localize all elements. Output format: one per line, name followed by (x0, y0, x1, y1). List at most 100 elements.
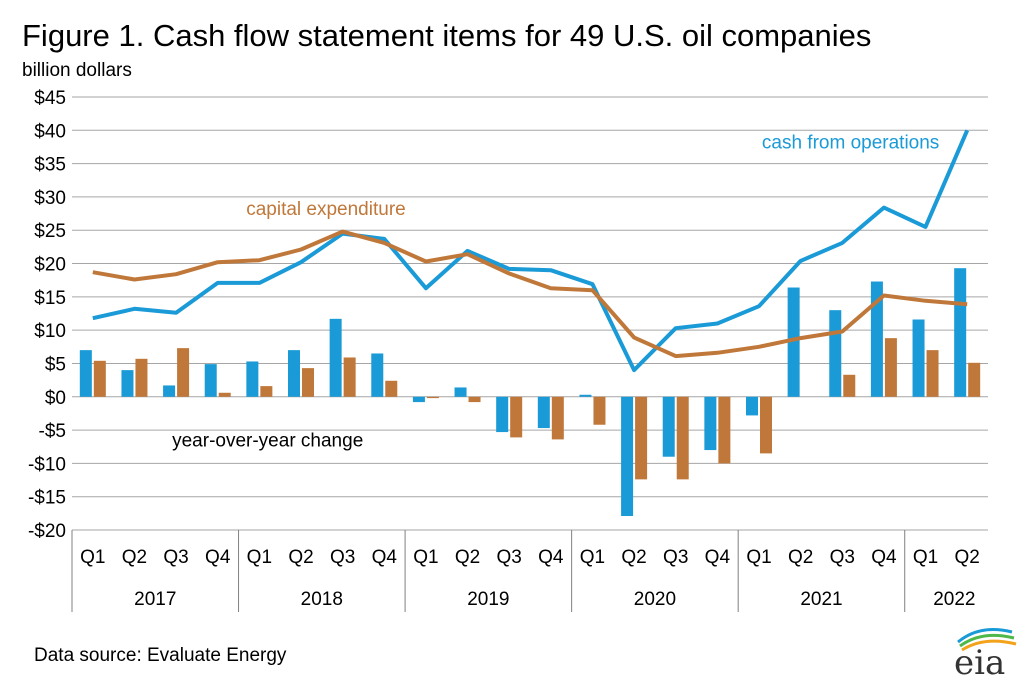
line-cash-from-operations (92, 129, 970, 373)
bar-capex-change (551, 396, 564, 440)
bar-capex-change (718, 396, 731, 464)
gridlines (72, 96, 988, 531)
y-tick-label: $25 (34, 221, 66, 242)
bar-cash-change (662, 396, 675, 457)
y-tick-label: $10 (34, 321, 66, 342)
annotations: cash from operations capital expenditure y… (172, 132, 939, 451)
x-tick-label: Q3 (663, 547, 688, 568)
y-tick-label: -$10 (28, 454, 66, 475)
x-tick-label: Q1 (413, 547, 438, 568)
year-label: 2018 (301, 589, 343, 610)
year-label: 2021 (800, 589, 842, 610)
bar-capex-change (135, 358, 148, 397)
x-tick-label: Q1 (247, 547, 272, 568)
y-tick-label: $0 (45, 388, 66, 409)
y-axis-unit-label: billion dollars (22, 60, 132, 81)
y-tick-label: $30 (34, 188, 66, 209)
bar-capex-change (343, 357, 356, 397)
y-tick-label: $5 (45, 354, 66, 375)
label-capital-expenditure: capital expenditure (246, 199, 406, 220)
y-tick-label: $45 (34, 88, 66, 109)
bar-cash-change (246, 361, 259, 397)
bar-capex-change (760, 396, 772, 454)
bar-cash-change (163, 385, 176, 397)
bar-capex-change (593, 396, 606, 425)
x-tick-label: Q4 (205, 547, 231, 568)
bar-cash-change (121, 370, 134, 397)
year-label: 2020 (634, 589, 676, 610)
bar-cash-change (537, 396, 550, 429)
bar-cash-change (954, 268, 967, 397)
bar-cash-change (496, 396, 509, 433)
bar-capex-change (635, 396, 648, 480)
bar-capex-change (843, 374, 856, 397)
data-source-note: Data source: Evaluate Energy (34, 645, 287, 666)
y-tick-label: $35 (34, 155, 66, 176)
x-tick-label: Q1 (80, 547, 105, 568)
bar-cash-change (579, 394, 592, 397)
y-tick-label: $40 (34, 121, 66, 142)
year-label: 2019 (467, 589, 509, 610)
label-cash-from-operations: cash from operations (762, 132, 939, 153)
bar-capex-change (510, 396, 523, 438)
x-tick-label: Q2 (788, 547, 813, 568)
bar-cash-change (204, 364, 217, 397)
bar-cash-change (704, 396, 717, 451)
bar-capex-change (302, 368, 314, 397)
x-tick-label: Q4 (372, 547, 398, 568)
x-tick-label: Q1 (746, 547, 771, 568)
x-tick-label: Q1 (580, 547, 605, 568)
bar-cash-change (288, 350, 300, 397)
chart-title: Figure 1. Cash flow statement items for … (22, 18, 872, 53)
eia-logo: eia (954, 628, 1017, 678)
bar-capex-change (468, 396, 481, 403)
y-tick-label: -$5 (39, 421, 66, 442)
bar-capex-change (926, 350, 939, 397)
bar-capex-change (426, 396, 439, 399)
eia-logo-text: eia (954, 643, 1005, 678)
x-tick-label: Q2 (621, 547, 646, 568)
bar-cash-change (746, 396, 758, 416)
bar-capex-change (218, 392, 231, 397)
y-tick-label: -$15 (28, 488, 66, 509)
year-label: 2022 (933, 589, 975, 610)
bar-cash-change (79, 350, 92, 397)
x-tick-label: Q4 (538, 547, 564, 568)
label-year-over-year-change: year-over-year change (172, 431, 363, 452)
bar-cash-change (870, 281, 883, 397)
x-tick-label: Q3 (830, 547, 855, 568)
bar-capex-change (968, 362, 981, 397)
y-axis-tick-labels: -$20 -$15 -$10 -$5 $0 $5 $10 $15 $20 $25 $30 $35 $40… (28, 88, 66, 542)
x-tick-label: Q2 (455, 547, 480, 568)
x-tick-label: Q2 (288, 547, 313, 568)
bar-cash-change (787, 287, 800, 397)
x-tick-label: Q1 (913, 547, 938, 568)
bar-capex-change (884, 338, 897, 397)
line-capital-expenditure (92, 229, 968, 359)
bar-cash-change (912, 319, 925, 397)
bar-capex-change (260, 386, 273, 397)
bar-capex-change (676, 396, 689, 480)
bar-cash-change (412, 396, 425, 403)
y-tick-label: $15 (34, 288, 66, 309)
bar-cash-change (829, 310, 842, 397)
bar-cash-change (329, 318, 342, 397)
x-tick-label: Q2 (122, 547, 147, 568)
bar-capex-change (385, 380, 398, 397)
x-tick-label: Q3 (497, 547, 522, 568)
yoy-bars (79, 268, 981, 517)
y-tick-label: $20 (34, 255, 66, 276)
x-tick-label: Q4 (705, 547, 731, 568)
x-tick-label: Q4 (871, 547, 897, 568)
bar-capex-change (177, 348, 190, 397)
year-label: 2017 (134, 589, 176, 610)
y-tick-label: -$20 (28, 521, 66, 542)
bar-capex-change (93, 360, 106, 397)
x-tick-label: Q3 (163, 547, 188, 568)
bar-cash-change (454, 387, 467, 397)
series-lines (92, 129, 970, 373)
x-tick-label: Q3 (330, 547, 355, 568)
bar-cash-change (371, 353, 384, 397)
x-tick-label: Q2 (955, 547, 980, 568)
